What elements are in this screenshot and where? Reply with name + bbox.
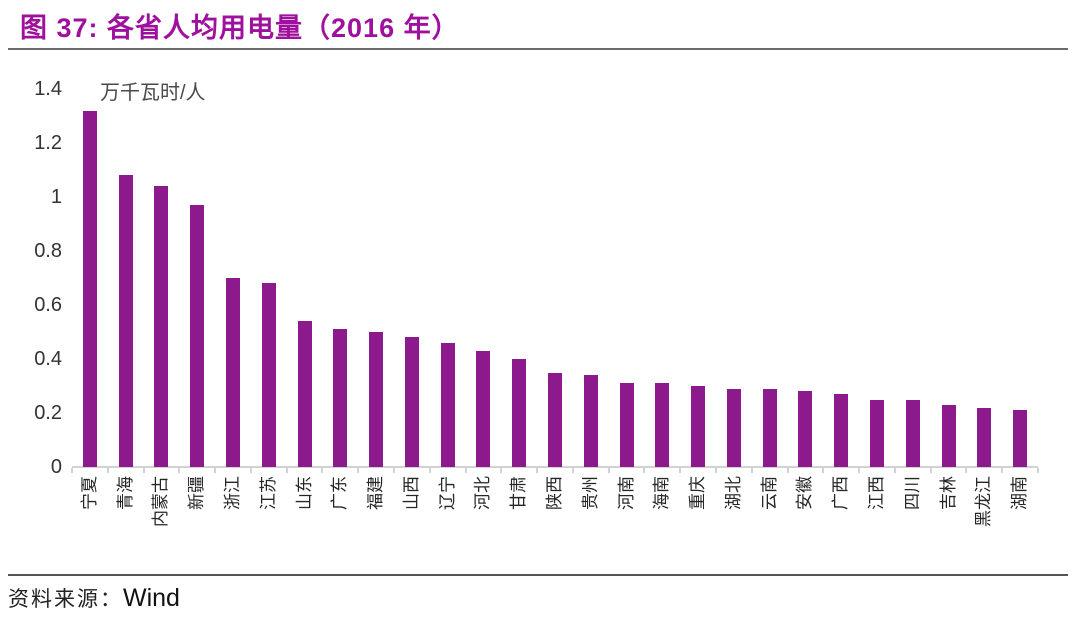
- x-axis-tick-mark: [285, 468, 288, 473]
- x-axis-tick-mark: [858, 468, 861, 473]
- bar-青海: [118, 175, 133, 467]
- x-axis-tick-mark: [750, 468, 753, 473]
- y-axis-unit-label: 万千瓦时/人: [100, 82, 206, 104]
- bar-海南: [655, 383, 670, 467]
- bar-安徽: [798, 391, 813, 467]
- x-axis-tick-mark: [607, 468, 610, 473]
- x-axis-tick-mark: [822, 468, 825, 473]
- bar-湖北: [726, 388, 741, 467]
- bar-山东: [297, 321, 312, 467]
- x-axis-tick-mark: [500, 468, 503, 473]
- x-axis-tick-mark: [464, 468, 467, 473]
- bar-贵州: [583, 375, 598, 467]
- bar-广东: [333, 329, 348, 467]
- x-axis-tick-mark: [357, 468, 360, 473]
- bar-江西: [870, 399, 884, 467]
- y-tick-label: 0.4: [34, 348, 62, 370]
- x-axis-tick-mark: [643, 468, 646, 473]
- x-axis-line: [72, 466, 1038, 468]
- y-tick-label: 0.2: [34, 402, 62, 424]
- x-axis-tick-mark: [929, 468, 932, 473]
- y-tick-label: 0.8: [34, 240, 62, 262]
- bar-陕西: [548, 372, 562, 467]
- bar-黑龙江: [977, 407, 992, 467]
- bar-四川: [905, 399, 920, 467]
- x-axis-tick-mark: [571, 468, 574, 473]
- x-axis-tick-mark: [214, 468, 217, 473]
- x-axis-tick-mark: [71, 468, 73, 473]
- y-tick-label: 0: [50, 456, 62, 478]
- x-axis-tick-mark: [536, 468, 539, 473]
- source-value: Wind: [123, 584, 180, 612]
- bar-新疆: [190, 205, 205, 467]
- title-divider: [8, 48, 1068, 50]
- x-axis-tick-mark: [1001, 468, 1004, 473]
- x-axis-tick-mark: [321, 468, 324, 473]
- bar-山西: [404, 337, 419, 467]
- bar-宁夏: [82, 110, 97, 467]
- x-axis-tick-mark: [393, 468, 395, 473]
- x-axis-tick-mark: [786, 468, 789, 473]
- x-axis-tick-mark: [715, 468, 717, 473]
- bar-重庆: [691, 386, 706, 467]
- x-axis-tick-mark: [428, 468, 431, 473]
- x-axis-tick-mark: [106, 468, 109, 473]
- x-axis-tick-mark: [249, 468, 252, 473]
- bar-浙江: [226, 278, 240, 467]
- y-tick-label: 0.6: [34, 294, 62, 316]
- x-axis-tick-mark: [142, 468, 145, 473]
- bar-内蒙古: [154, 186, 169, 467]
- x-axis-tick-mark: [893, 468, 896, 473]
- y-tick-label: 1.4: [34, 78, 62, 100]
- bar-甘肃: [512, 359, 527, 467]
- y-tick-label: 1: [50, 186, 62, 208]
- bar-福建: [369, 332, 384, 467]
- bar-广西: [834, 394, 849, 467]
- bar-吉林: [941, 404, 956, 467]
- y-tick-label: 1.2: [34, 132, 62, 154]
- bar-河南: [619, 383, 634, 467]
- source-note: 资料来源：Wind: [8, 583, 180, 613]
- plot-area: [72, 80, 1038, 500]
- x-axis-tick-mark: [679, 468, 682, 473]
- x-axis-tick-mark: [1037, 468, 1039, 473]
- footer-divider: [8, 574, 1068, 576]
- x-axis-tick-mark: [178, 468, 181, 473]
- bar-辽宁: [440, 342, 455, 467]
- x-axis-tick-mark: [965, 468, 968, 473]
- bar-江苏: [261, 283, 276, 467]
- bar-河北: [476, 350, 491, 467]
- bar-湖南: [1013, 410, 1028, 467]
- bar-云南: [762, 388, 777, 467]
- source-label: 资料来源：: [8, 587, 123, 611]
- figure-title: 图 37: 各省人均用电量（2016 年）: [20, 13, 460, 43]
